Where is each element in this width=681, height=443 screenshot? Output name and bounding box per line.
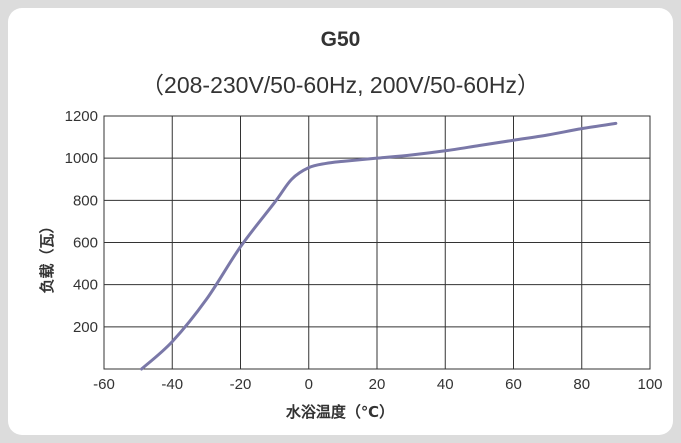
- chart-card: [8, 8, 673, 435]
- x-tick-label: 40: [437, 376, 454, 393]
- chart-series: [140, 121, 618, 371]
- y-axis-label: 负载（瓦）: [38, 218, 56, 293]
- y-tick-label: 400: [73, 277, 98, 294]
- x-axis-label: 水浴温度（℃）: [286, 403, 394, 421]
- x-tick-label: 0: [305, 376, 313, 393]
- chart-grid: [103, 115, 651, 370]
- y-axis-ticks: 200 400 600 800 1000 1200: [65, 108, 98, 336]
- series-line: [140, 121, 618, 371]
- y-tick-label: 200: [73, 319, 98, 336]
- x-tick-label: 60: [505, 376, 522, 393]
- y-tick-label: 1000: [65, 150, 98, 167]
- y-tick-label: 1200: [65, 108, 98, 125]
- chart-subtitle: （208-230V/50-60Hz, 200V/50-60Hz）: [141, 72, 540, 98]
- y-tick-label: 600: [73, 235, 98, 252]
- y-tick-label: 800: [73, 192, 98, 209]
- chart-title: G50: [320, 28, 361, 51]
- x-tick-label: 80: [573, 376, 590, 393]
- x-tick-label: -40: [161, 376, 183, 393]
- x-tick-label: 20: [369, 376, 386, 393]
- x-tick-label: -20: [230, 376, 252, 393]
- x-tick-label: -60: [93, 376, 115, 393]
- x-tick-label: 100: [637, 376, 662, 393]
- x-axis-ticks: -60 -40 -20 0 20 40 60 80 100: [93, 376, 662, 393]
